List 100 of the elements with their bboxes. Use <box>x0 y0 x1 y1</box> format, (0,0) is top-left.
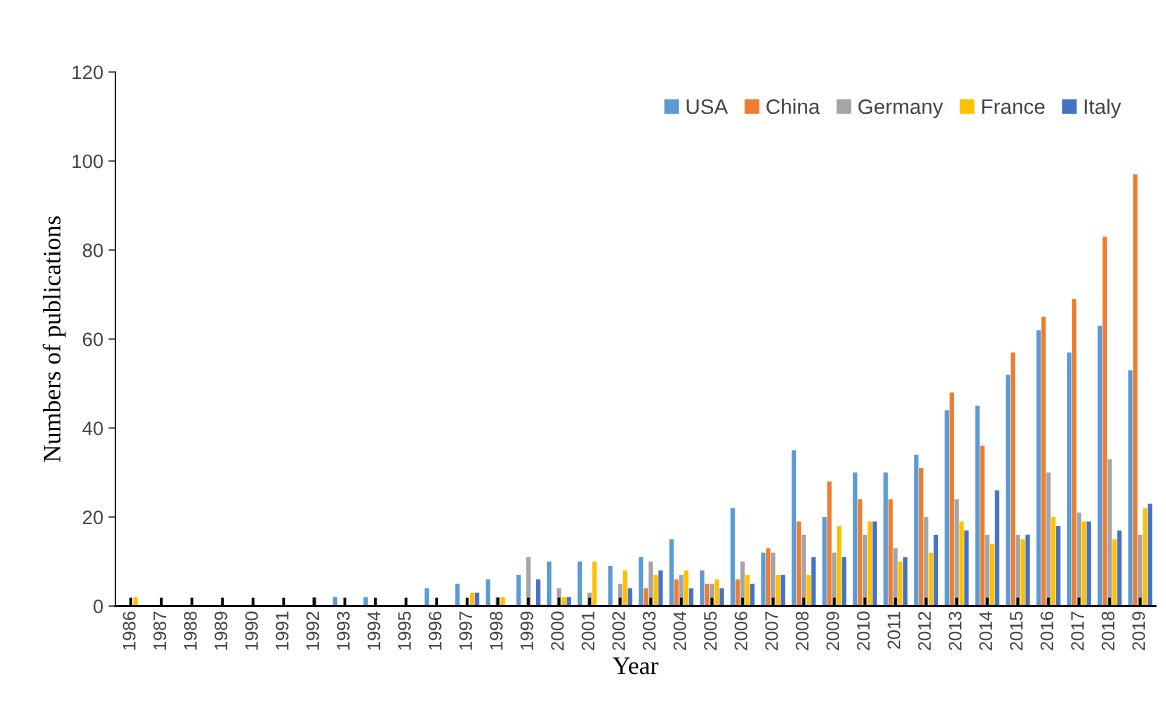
bar <box>1081 521 1087 607</box>
x-tick-label: 1993 <box>336 611 350 650</box>
x-tick-label: 1987 <box>153 611 167 650</box>
bar <box>975 405 980 607</box>
x-tick-label: 2008 <box>795 611 809 651</box>
bar <box>1097 325 1103 607</box>
x-tick-label: 1989 <box>214 611 228 650</box>
bar <box>1005 374 1011 607</box>
bar <box>954 499 959 607</box>
legend-label: France <box>982 99 1045 115</box>
bar <box>679 574 684 607</box>
x-tick-label: 2009 <box>826 611 840 651</box>
x-tick-label: 2015 <box>1009 611 1023 651</box>
bar <box>455 583 460 607</box>
bar <box>980 445 985 607</box>
bar <box>740 561 745 607</box>
x-tick-label: 2012 <box>918 611 931 651</box>
x-tick-label: 1990 <box>245 611 258 650</box>
y-tick-label: 120 <box>72 65 103 80</box>
bar <box>796 521 802 607</box>
bar <box>1117 530 1122 607</box>
bar <box>674 579 679 607</box>
x-tick-label: 2011 <box>887 611 901 649</box>
x-tick-label: 2010 <box>856 611 870 651</box>
bar <box>1142 508 1148 607</box>
bar <box>837 525 842 607</box>
bar <box>735 579 740 607</box>
bar <box>730 508 735 607</box>
bar <box>964 530 969 607</box>
bar <box>1076 512 1082 607</box>
bar <box>750 583 755 607</box>
bar <box>1133 174 1138 607</box>
x-tick-label: 2018 <box>1101 611 1115 651</box>
bar <box>1025 534 1030 607</box>
bar <box>1051 517 1056 607</box>
bar <box>608 566 613 607</box>
x-tick-label: 2006 <box>734 611 748 651</box>
bar <box>1102 236 1107 607</box>
x-tick-label: 1991 <box>275 611 289 650</box>
x-tick-label: 2000 <box>551 611 564 651</box>
bar <box>806 574 811 607</box>
bar <box>852 472 858 607</box>
x-tick-label: 1992 <box>306 611 320 650</box>
x-tick-label: 1995 <box>398 611 411 650</box>
bar <box>832 552 837 607</box>
x-tick-label: 2016 <box>1040 611 1054 651</box>
y-tick-label: 60 <box>82 332 103 347</box>
y-tick-label: 80 <box>82 243 103 258</box>
x-tick-label: 1998 <box>489 611 503 650</box>
x-tick-label: 1999 <box>520 611 534 650</box>
y-tick-label: 40 <box>82 421 103 436</box>
legend-label: China <box>766 98 820 115</box>
bar <box>363 597 368 607</box>
bar <box>1067 352 1072 607</box>
bar <box>1107 459 1112 607</box>
x-tick-label: 1988 <box>183 611 197 650</box>
bar <box>893 548 898 607</box>
x-tick-label: 2004 <box>673 611 687 651</box>
bar <box>888 499 893 607</box>
bar <box>822 517 827 607</box>
bar <box>653 574 658 607</box>
bar <box>944 410 950 607</box>
y-tick-label: 0 <box>93 599 103 614</box>
bar <box>133 597 138 607</box>
legend-label: USA <box>686 99 728 115</box>
x-tick-label: 2005 <box>704 611 717 651</box>
bar <box>914 454 919 607</box>
bar <box>1041 316 1046 607</box>
x-tick-label: 1997 <box>459 611 473 650</box>
y-tick-label: 100 <box>72 154 103 169</box>
x-tick-label: 2001 <box>581 611 595 651</box>
x-tick-label: 1996 <box>428 611 442 650</box>
bar <box>1046 472 1051 607</box>
bar <box>872 521 877 607</box>
x-tick-label: 2014 <box>979 611 993 651</box>
bar <box>811 557 816 607</box>
bar <box>1056 525 1061 607</box>
bar <box>923 517 929 607</box>
bar <box>898 561 903 607</box>
bar <box>791 450 797 607</box>
bar <box>526 557 531 607</box>
bar <box>1147 503 1153 607</box>
x-tick-label: 1986 <box>122 611 136 650</box>
y-axis-title: Numbers of publications <box>42 216 66 462</box>
x-tick-label: 2013 <box>948 611 962 651</box>
bar <box>658 570 663 607</box>
bar <box>1071 298 1077 607</box>
bar <box>1086 521 1092 607</box>
y-tick-label: 20 <box>82 510 103 525</box>
x-tick-label: 2003 <box>642 611 656 651</box>
bar <box>592 561 597 607</box>
bar <box>1010 352 1016 607</box>
legend-label: Italy <box>1084 98 1122 119</box>
bar <box>761 552 766 607</box>
bar <box>1112 539 1117 607</box>
x-tick-label: 2017 <box>1071 611 1084 651</box>
bar <box>1020 539 1025 607</box>
bar <box>994 490 1000 607</box>
bar <box>883 472 888 607</box>
bar <box>949 392 954 607</box>
